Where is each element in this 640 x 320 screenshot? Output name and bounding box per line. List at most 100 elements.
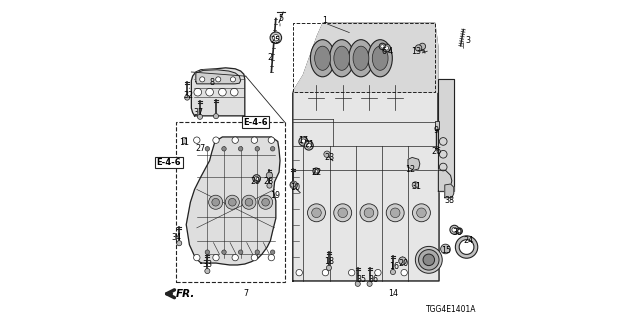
Circle shape <box>225 195 239 209</box>
Circle shape <box>205 250 210 254</box>
Circle shape <box>314 170 318 173</box>
Circle shape <box>255 147 260 151</box>
Text: 17: 17 <box>298 136 308 145</box>
Text: 12: 12 <box>405 165 415 174</box>
Circle shape <box>200 77 205 82</box>
Circle shape <box>290 182 295 187</box>
Circle shape <box>266 172 273 179</box>
Ellipse shape <box>349 40 373 77</box>
Circle shape <box>299 137 308 146</box>
Text: 1: 1 <box>323 16 327 25</box>
Circle shape <box>228 198 236 206</box>
Circle shape <box>290 181 298 189</box>
Circle shape <box>390 208 400 218</box>
Circle shape <box>232 254 238 261</box>
Circle shape <box>262 198 269 206</box>
Circle shape <box>222 250 227 254</box>
Circle shape <box>177 241 182 246</box>
Circle shape <box>184 95 189 100</box>
Text: 38: 38 <box>445 196 454 204</box>
Circle shape <box>242 195 256 209</box>
Circle shape <box>197 114 202 119</box>
Ellipse shape <box>315 46 330 70</box>
Circle shape <box>413 204 430 222</box>
Polygon shape <box>408 157 420 170</box>
Circle shape <box>251 254 257 261</box>
Text: 27: 27 <box>196 144 206 153</box>
Text: 3: 3 <box>465 36 470 44</box>
Circle shape <box>205 268 210 274</box>
Polygon shape <box>292 23 438 92</box>
Bar <box>182 137 186 143</box>
Text: 33: 33 <box>202 260 212 269</box>
Circle shape <box>313 168 319 174</box>
Circle shape <box>419 43 426 50</box>
Circle shape <box>273 35 279 41</box>
Circle shape <box>270 147 275 151</box>
Circle shape <box>212 254 219 261</box>
Circle shape <box>387 204 404 222</box>
Text: 19: 19 <box>270 191 280 200</box>
Text: 32: 32 <box>183 91 193 100</box>
Circle shape <box>379 43 385 50</box>
Text: 14: 14 <box>388 289 399 298</box>
Text: 20: 20 <box>399 259 409 268</box>
Circle shape <box>209 195 223 209</box>
Text: 35: 35 <box>356 275 367 284</box>
Circle shape <box>399 257 406 265</box>
Circle shape <box>219 88 227 96</box>
Circle shape <box>375 269 381 276</box>
Text: 2: 2 <box>268 53 273 62</box>
Circle shape <box>230 77 236 82</box>
Text: 7: 7 <box>243 289 248 298</box>
Circle shape <box>307 143 311 148</box>
Circle shape <box>419 250 439 270</box>
Circle shape <box>212 137 219 143</box>
Circle shape <box>238 250 243 254</box>
Circle shape <box>450 225 459 234</box>
Circle shape <box>385 46 388 50</box>
Text: 37: 37 <box>193 108 204 117</box>
Circle shape <box>194 137 200 143</box>
Text: 24: 24 <box>464 236 474 245</box>
Circle shape <box>255 176 259 181</box>
Circle shape <box>251 137 257 143</box>
Circle shape <box>381 45 384 48</box>
Text: 13: 13 <box>411 47 421 56</box>
Circle shape <box>270 32 282 44</box>
Text: 16: 16 <box>389 262 399 271</box>
Circle shape <box>458 229 461 233</box>
Ellipse shape <box>310 40 335 77</box>
Polygon shape <box>196 70 241 84</box>
Circle shape <box>412 182 419 188</box>
Text: E-4-6: E-4-6 <box>243 118 268 127</box>
Text: 10: 10 <box>291 183 300 192</box>
Text: 34: 34 <box>172 233 182 242</box>
Circle shape <box>194 254 200 261</box>
Circle shape <box>452 227 457 232</box>
Circle shape <box>230 88 238 96</box>
Circle shape <box>232 137 238 143</box>
Ellipse shape <box>353 46 369 70</box>
Circle shape <box>360 204 378 222</box>
Text: 30: 30 <box>452 228 463 237</box>
Circle shape <box>349 269 355 276</box>
Bar <box>176 122 285 282</box>
Text: 22: 22 <box>311 168 321 177</box>
Circle shape <box>296 269 302 276</box>
Circle shape <box>383 44 390 52</box>
Text: 21: 21 <box>305 140 315 149</box>
Text: 36: 36 <box>369 275 379 284</box>
Ellipse shape <box>330 40 354 77</box>
Circle shape <box>334 204 352 222</box>
Ellipse shape <box>334 46 349 70</box>
Circle shape <box>415 45 422 51</box>
Circle shape <box>308 204 326 222</box>
Circle shape <box>301 139 306 144</box>
Circle shape <box>423 254 435 266</box>
Circle shape <box>253 175 260 182</box>
Text: 29: 29 <box>250 177 260 186</box>
Polygon shape <box>445 184 454 198</box>
Text: 5: 5 <box>278 14 284 23</box>
Circle shape <box>338 208 348 218</box>
